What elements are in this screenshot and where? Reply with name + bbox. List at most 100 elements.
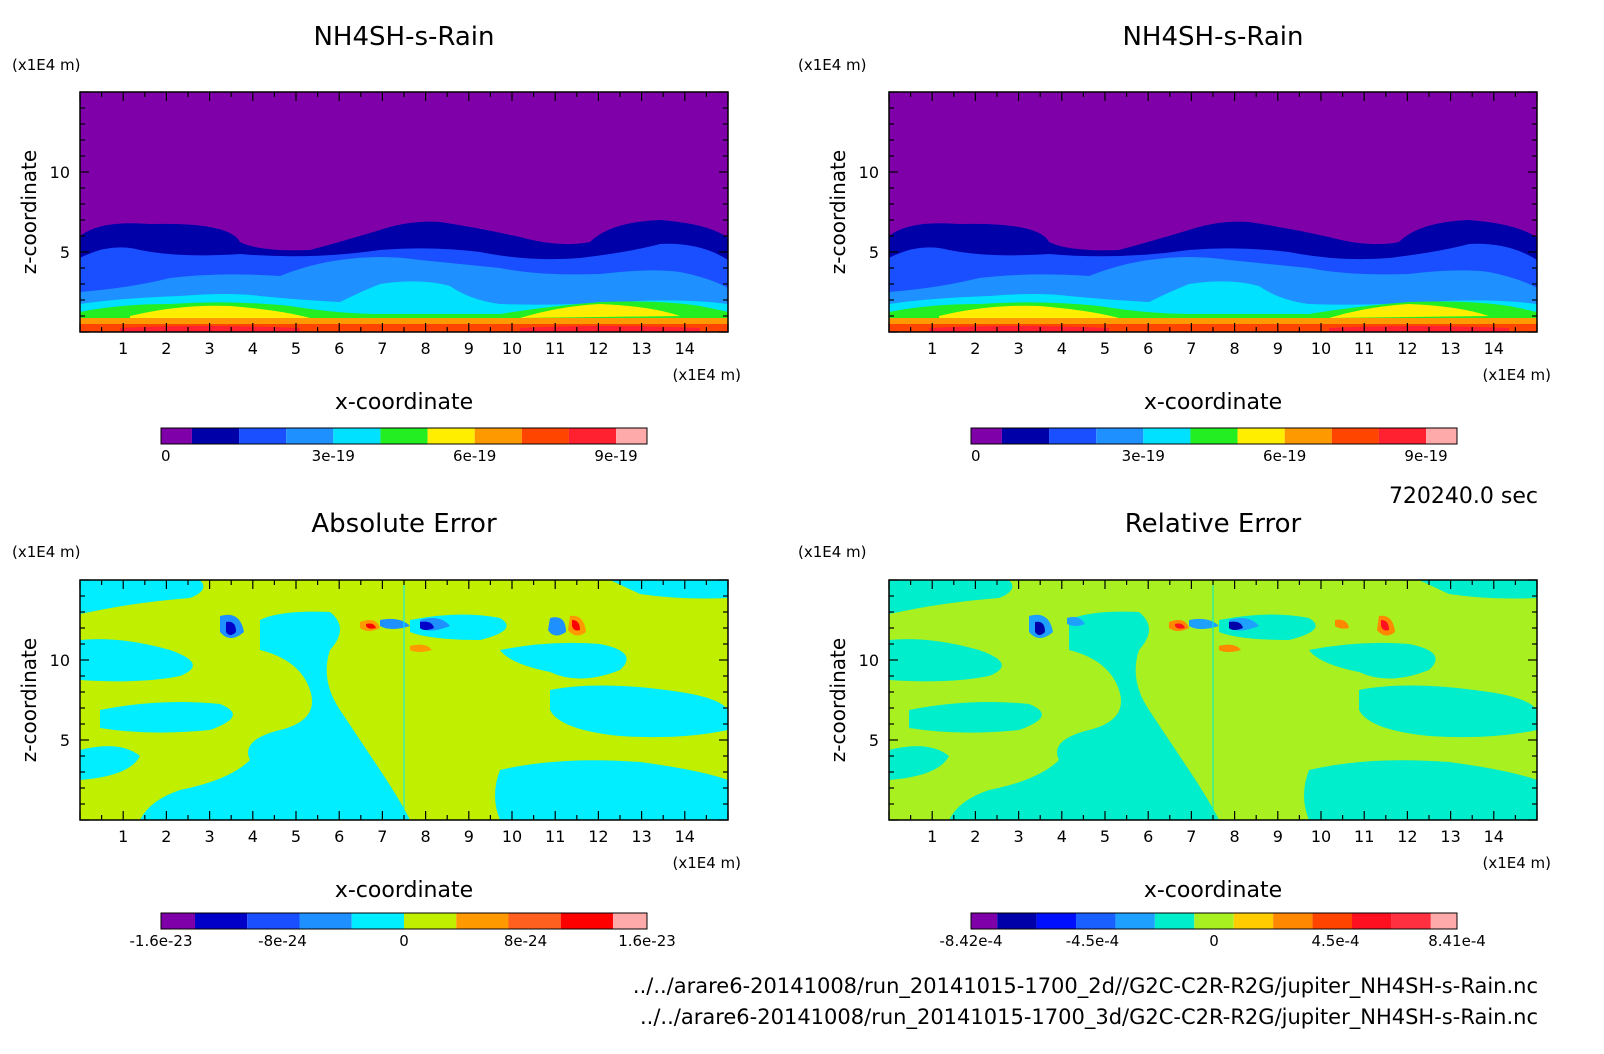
colorbar-label: 0 <box>399 932 409 950</box>
colorbar-swatch <box>997 913 1037 929</box>
contour-region-yellow <box>130 304 680 318</box>
colorbar-swatch <box>191 428 240 444</box>
axis-ticks <box>888 579 1538 821</box>
colorbar-label: 0 <box>1209 932 1219 950</box>
colorbar-label: 0 <box>161 447 171 465</box>
x-tick-label: 7 <box>1186 827 1196 846</box>
x-tick-label: 7 <box>1186 339 1196 358</box>
x-tick-label: 1 <box>118 339 128 358</box>
x-tick-label: 13 <box>631 827 651 846</box>
y-axis-label: z-coordinate <box>826 638 850 762</box>
colorbar-swatch <box>521 428 569 444</box>
y-unit-label: (x1E4 m) <box>798 543 867 561</box>
colorbar-swatch <box>239 428 287 444</box>
y-unit-label: (x1E4 m) <box>12 56 81 74</box>
x-tick-label: 10 <box>502 339 522 358</box>
colorbar-frame <box>160 427 648 445</box>
x-tick-label: 3 <box>1014 339 1024 358</box>
colorbar-swatch <box>333 428 381 444</box>
colorbar-label: 6e-19 <box>453 447 496 465</box>
colorbar-label: 8e-24 <box>504 932 547 950</box>
colorbar-swatch <box>1430 913 1457 929</box>
x-tick-label: 14 <box>675 339 695 358</box>
colorbar-swatch <box>616 428 647 444</box>
colorbar-label: 3e-19 <box>312 447 355 465</box>
x-tick-label: 1 <box>927 339 937 358</box>
colorbar-swatch <box>1312 913 1352 929</box>
colorbar-swatch <box>612 913 647 929</box>
colorbar-label: 9e-19 <box>594 447 637 465</box>
colorbar: -8.42e-4 -4.5e-4 0 4.5e-4 8.41e-4 <box>940 912 1486 950</box>
colorbar-label: -8e-24 <box>258 932 307 950</box>
colorbar-swatch <box>456 913 509 929</box>
colorbar-swatch <box>1049 428 1097 444</box>
panel-title: NH4SH-s-Rain <box>313 22 494 52</box>
x-tick-label: 11 <box>1354 827 1374 846</box>
x-tick-label: 7 <box>377 339 387 358</box>
colorbar-swatch <box>474 428 522 444</box>
y-tick-label: 10 <box>50 163 70 182</box>
axis-ticks <box>79 579 729 821</box>
axis-ticks <box>79 91 729 333</box>
x-tick-label: 8 <box>1230 827 1240 846</box>
colorbar-frame <box>970 427 1458 445</box>
colorbar-swatch <box>1194 913 1234 929</box>
x-tick-label: 6 <box>1143 339 1153 358</box>
colorbar-swatch <box>1237 428 1285 444</box>
x-tick-label: 4 <box>1057 827 1067 846</box>
colorbar-swatch <box>247 913 300 929</box>
x-tick-label: 4 <box>248 339 258 358</box>
x-tick-label: 5 <box>1100 827 1110 846</box>
x-tick-label: 3 <box>1014 827 1024 846</box>
colorbar-swatch <box>286 428 334 444</box>
x-tick-label: 12 <box>1397 827 1417 846</box>
colorbar-swatch <box>195 913 248 929</box>
x-tick-label: 2 <box>161 339 171 358</box>
x-tick-label: 9 <box>464 827 474 846</box>
plot-area <box>888 579 1538 821</box>
colorbar-label: 0 <box>971 447 981 465</box>
x-tick-label: 9 <box>1273 827 1283 846</box>
contour-region-orange <box>889 318 1537 324</box>
contour-region-yellow <box>939 304 1489 318</box>
contour-region-orange <box>80 318 728 324</box>
x-tick-label: 7 <box>377 827 387 846</box>
colorbar-swatch <box>1096 428 1144 444</box>
colorbar-label: -8.42e-4 <box>940 932 1003 950</box>
x-tick-label: 2 <box>970 339 980 358</box>
x-tick-label: 13 <box>631 339 651 358</box>
panel-title: Absolute Error <box>311 509 497 539</box>
x-tick-label: 10 <box>1311 339 1331 358</box>
x-tick-label: 1 <box>927 827 937 846</box>
colorbar-swatch <box>1331 428 1379 444</box>
y-tick-label: 10 <box>859 163 879 182</box>
colorbar-swatch <box>560 913 613 929</box>
panel-title: Relative Error <box>1125 509 1302 539</box>
colorbar-swatch <box>161 428 192 444</box>
x-tick-label: 6 <box>334 339 344 358</box>
y-axis-label: z-coordinate <box>17 638 41 762</box>
y-tick-label: 5 <box>60 731 70 750</box>
colorbar-swatch <box>161 913 196 929</box>
x-tick-label: 3 <box>205 827 215 846</box>
axis-ticks <box>888 91 1538 333</box>
x-tick-label: 14 <box>1484 827 1504 846</box>
panel-title: NH4SH-s-Rain <box>1122 22 1303 52</box>
plot-area <box>888 91 1538 333</box>
colorbar-frame <box>970 912 1458 930</box>
x-tick-label: 13 <box>1440 339 1460 358</box>
colorbar-frame <box>160 912 648 930</box>
colorbar: -1.6e-23 -8e-24 0 8e-24 1.6e-23 <box>130 912 676 950</box>
colorbar-swatch <box>1273 913 1313 929</box>
x-tick-label: 3 <box>205 339 215 358</box>
file-path-2: ../../arare6-20141008/run_20141015-1700_… <box>640 1005 1538 1030</box>
contour-region-teal <box>889 580 1537 820</box>
y-unit-label: (x1E4 m) <box>12 543 81 561</box>
colorbar-label: 3e-19 <box>1122 447 1165 465</box>
panel-bottom-right: Relative Error (x1E4 m) 1 2 3 4 5 6 7 8 9 10 11 12 1… <box>798 509 1551 950</box>
x-tick-label: 11 <box>1354 339 1374 358</box>
panel-top-left: NH4SH-s-Rain (x1E4 m) 1 2 3 4 5 6 7 8 9 10 11 12 13 1… <box>12 22 741 465</box>
